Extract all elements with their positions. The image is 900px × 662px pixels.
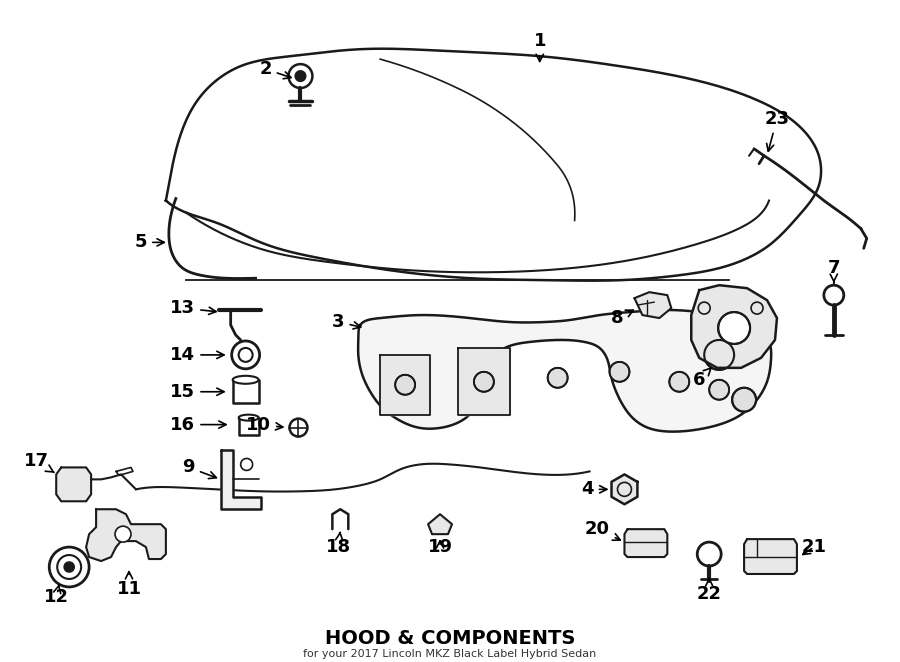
Circle shape [609, 362, 629, 382]
Text: 6: 6 [693, 368, 711, 389]
Text: 15: 15 [170, 383, 224, 401]
Text: 3: 3 [332, 313, 361, 331]
Text: 4: 4 [581, 481, 607, 498]
Polygon shape [428, 514, 452, 534]
Text: 10: 10 [246, 416, 283, 434]
Circle shape [64, 562, 74, 572]
Text: 16: 16 [170, 416, 226, 434]
Polygon shape [744, 539, 796, 574]
Text: 17: 17 [23, 452, 54, 473]
Text: 14: 14 [170, 346, 224, 364]
Text: 20: 20 [585, 520, 620, 540]
Polygon shape [634, 292, 671, 318]
Polygon shape [56, 467, 91, 501]
Text: 8: 8 [611, 309, 634, 327]
Text: 5: 5 [135, 234, 164, 252]
Text: 9: 9 [183, 458, 216, 479]
Text: 22: 22 [697, 579, 722, 603]
Text: 21: 21 [801, 538, 826, 556]
Circle shape [709, 380, 729, 400]
Circle shape [670, 372, 689, 392]
Polygon shape [625, 529, 667, 557]
Text: 18: 18 [326, 532, 351, 556]
Text: for your 2017 Lincoln MKZ Black Label Hybrid Sedan: for your 2017 Lincoln MKZ Black Label Hy… [303, 649, 597, 659]
Ellipse shape [238, 414, 258, 420]
Circle shape [115, 526, 131, 542]
Polygon shape [86, 509, 166, 561]
Circle shape [474, 372, 494, 392]
Ellipse shape [233, 376, 258, 384]
Circle shape [718, 312, 750, 344]
Text: 13: 13 [170, 299, 216, 317]
Text: 12: 12 [44, 585, 68, 606]
Polygon shape [380, 355, 430, 414]
Circle shape [548, 368, 568, 388]
Text: 2: 2 [259, 60, 291, 79]
Polygon shape [220, 449, 261, 509]
Text: 11: 11 [116, 572, 141, 598]
Text: HOOD & COMPONENTS: HOOD & COMPONENTS [325, 629, 575, 648]
Circle shape [295, 71, 305, 81]
Circle shape [732, 388, 756, 412]
Circle shape [395, 375, 415, 395]
Polygon shape [358, 310, 771, 432]
Text: 19: 19 [428, 538, 453, 556]
Polygon shape [611, 475, 637, 504]
Polygon shape [238, 418, 258, 434]
Text: 1: 1 [534, 32, 546, 62]
Text: 23: 23 [764, 110, 789, 151]
Text: 7: 7 [828, 260, 840, 283]
Polygon shape [458, 348, 509, 414]
Polygon shape [233, 380, 258, 402]
Polygon shape [691, 285, 777, 368]
Circle shape [704, 340, 734, 370]
Circle shape [231, 341, 259, 369]
